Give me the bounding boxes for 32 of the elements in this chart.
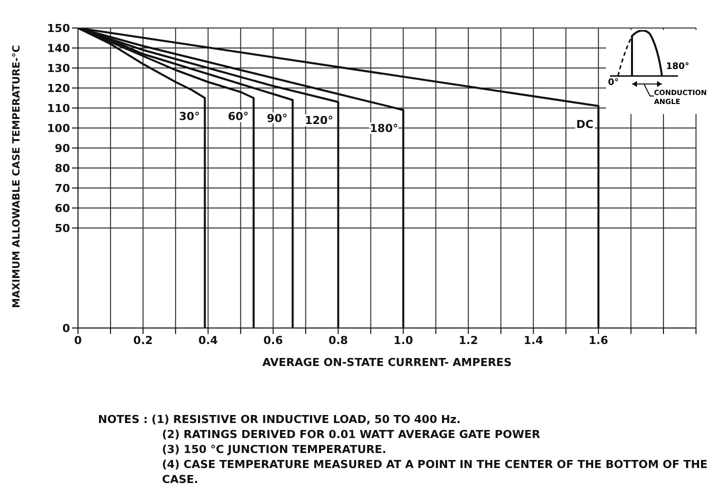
x-tick-label: 0 [74, 334, 82, 347]
x-tick-label: 1.4 [524, 334, 544, 347]
y-tick-label: 90 [54, 142, 70, 155]
y-axis-title: MAXIMUM ALLOWABLE CASE TEMPERATURE-°C [12, 45, 23, 308]
y-tick-label: 110 [47, 102, 70, 115]
y-tick-label: 120 [47, 82, 70, 95]
y-tick-label: 100 [47, 122, 70, 135]
x-tick-label: 1.0 [394, 334, 414, 347]
x-tick-label: 1.6 [588, 334, 609, 347]
series-label: 120° [304, 114, 334, 127]
y-tick-label: 80 [54, 162, 70, 175]
series-label: DC [576, 118, 594, 131]
text: (2) RATINGS DERIVED FOR 0.01 WATT AVERAGE GATE POWER [161, 427, 542, 442]
x-axis-title: AVERAGE ON-STATE CURRENT- AMPERES [262, 356, 512, 369]
x-tick-label: 0.2 [133, 334, 153, 347]
x-tick-label: 0.8 [328, 334, 348, 347]
annotation: 180° [666, 62, 690, 72]
x-tick-label: 1.2 [458, 334, 478, 347]
text: (4) CASE TEMPERATURE MEASURED AT A POINT IN THE CENTER OF THE BOTTOM OF THE CASE. [161, 457, 708, 487]
annotation: 0° [608, 78, 619, 88]
y-tick-label: 150 [47, 22, 70, 35]
text: NOTES : (1) RESISTIVE OR INDUCTIVE LOAD, 50 TO 400 Hz. [98, 412, 462, 427]
y-tick-label: 140 [47, 42, 70, 55]
series-label: 30° [179, 110, 200, 123]
x-tick-label: 0.4 [198, 334, 218, 347]
text: (3) 150 °C JUNCTION TEMPERATURE. [161, 442, 388, 457]
y-tick-label: 50 [54, 222, 70, 235]
y-tick-label: 130 [47, 62, 70, 75]
y-tick-label: 60 [54, 202, 70, 215]
y-tick-label: 70 [54, 182, 70, 195]
y-tick-label: 0 [62, 322, 70, 335]
x-tick-label: 0.6 [263, 334, 284, 347]
